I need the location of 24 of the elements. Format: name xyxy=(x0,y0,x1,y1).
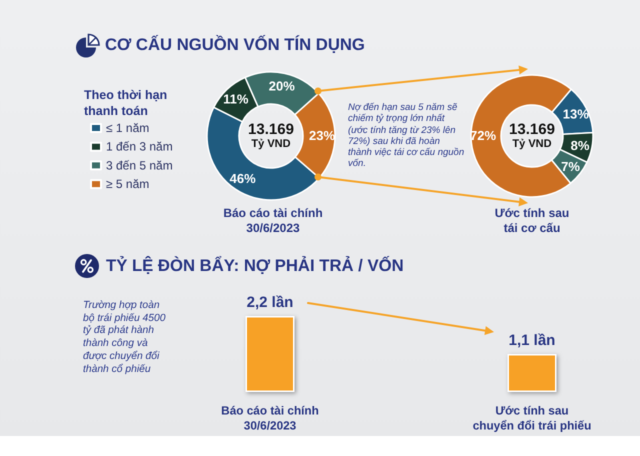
legend-title: Theo thời hạn thanh toán xyxy=(84,87,168,119)
data-label: 7% xyxy=(561,158,580,174)
text: Nợ đến hạn sau 5 năm sẽ chiếm tỷ trọng lớn nhất (ước tính tăng từ 23% lên 72%) sau khi đã hoàn thành việc tái cơ cấu nguồn vốn. xyxy=(348,102,466,170)
slice-label: Ước tính sau tái cơ cấu xyxy=(494,206,570,236)
chart-title: CƠ CẤU NGUỒN VỐN TÍN DỤNG xyxy=(105,35,365,55)
data-label: 11% xyxy=(223,92,249,107)
data-label: 46% xyxy=(230,170,256,186)
legend-label: 1 đến 3 năm xyxy=(106,140,173,154)
data-label: 23% xyxy=(308,128,336,144)
chart-title: TỶ LỆ ĐÒN BẨY: NỢ PHẢI TRẢ / VỐN xyxy=(106,256,404,276)
data-label: 20% xyxy=(268,78,296,94)
text: 13.169 Tỷ VND xyxy=(248,121,294,151)
data-label: 1,1 lần xyxy=(508,332,556,349)
legend-label: ≥ 5 năm xyxy=(106,177,150,192)
slice-label: Báo cáo tài chính 30/6/2023 xyxy=(223,206,323,236)
data-label: 72% xyxy=(470,128,496,144)
data-label: 2,2 lần xyxy=(246,294,294,311)
data-label: 13% xyxy=(562,106,590,122)
text: 13.169 Tỷ VND xyxy=(509,121,555,151)
legend-label: 3 đến 5 năm xyxy=(106,158,173,172)
legend-label: ≤ 1 năm xyxy=(106,121,150,135)
x-tick-label: Ước tính sau chuyển đổi trái phiếu xyxy=(472,404,592,432)
data-label: 8% xyxy=(570,138,590,154)
annotation: Trường hợp toàn bộ trái phiếu 4500 tỷ đã phát hành thành công và được chuyển đổi thành cổ phiếu xyxy=(83,300,166,376)
